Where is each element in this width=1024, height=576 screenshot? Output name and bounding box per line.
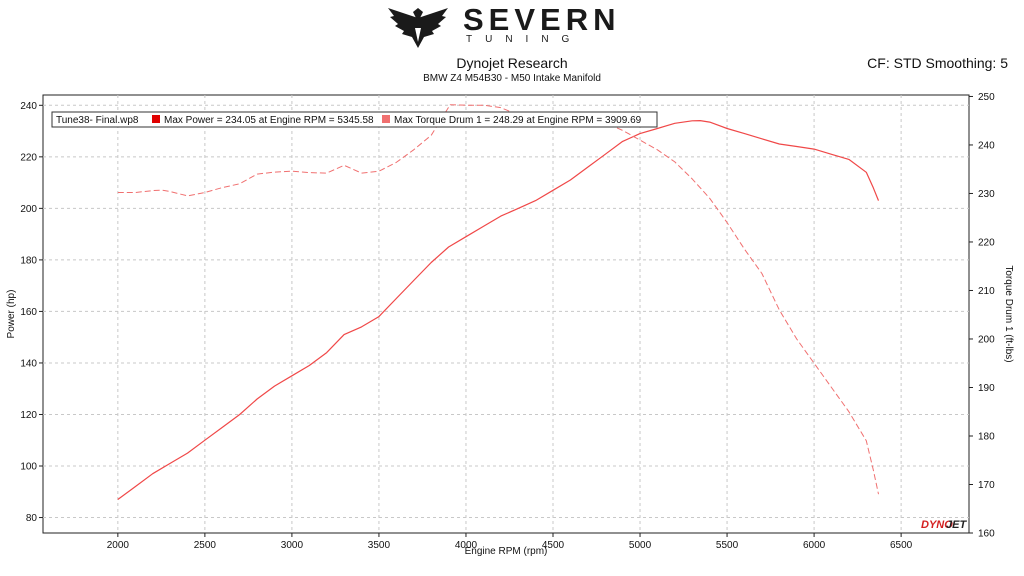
y-tick-label: 180 [20,255,37,266]
y2-tick-label: 210 [978,286,995,297]
x-tick-label: 2500 [194,540,217,551]
legend-power-swatch [152,115,160,123]
y-tick-label: 80 [26,513,38,524]
y2-axis-label: Torque Drum 1 (ft-lbs) [1003,265,1014,362]
x-tick-label: 6000 [803,540,826,551]
legend-torque-swatch [382,115,390,123]
y-tick-label: 240 [20,101,37,112]
x-tick-label: 6500 [890,540,913,551]
x-tick-label: 4500 [542,540,565,551]
y-tick-label: 120 [20,410,37,421]
y2-tick-label: 200 [978,334,995,345]
legend-max-torque: Max Torque Drum 1 = 248.29 at Engine RPM… [394,115,642,126]
x-tick-label: 5000 [629,540,652,551]
x-tick-label: 3000 [281,540,304,551]
y2-tick-label: 230 [978,189,995,200]
y2-tick-label: 180 [978,431,995,442]
y-tick-label: 160 [20,307,37,318]
y2-tick-label: 170 [978,480,995,491]
legend: Tune38- Final.wp8 Max Power = 234.05 at … [51,111,658,128]
y2-tick-label: 160 [978,529,995,540]
y2-tick-label: 220 [978,237,995,248]
x-tick-label: 5500 [716,540,739,551]
y2-tick-label: 240 [978,140,995,151]
x-axis-label: Engine RPM (rpm) [465,546,548,557]
y-axis-label: Power (hp) [6,290,17,339]
power-series-line [117,120,880,500]
brand-name: SEVERN [463,2,621,37]
dynojet-watermark: DYNO JET [921,519,967,531]
eagle-logo-icon [388,8,448,48]
correction-factor-text: CF: STD Smoothing: 5 [867,55,1008,71]
y2-tick-label: 250 [978,92,995,103]
y-tick-label: 100 [20,462,37,473]
y-tick-label: 200 [20,204,37,215]
y2-tick-label: 190 [978,383,995,394]
grid-lines [43,95,969,533]
x-tick-label: 2000 [107,540,130,551]
x-tick-label: 4000 [455,540,478,551]
legend-run-name: Tune38- Final.wp8 [56,115,139,126]
watermark-jet: JET [946,519,967,531]
legend-box [51,111,658,128]
axis-ticks: 2000 2500 3000 3500 4000 4500 5000 5500 6000 6500… [20,92,995,551]
series-layer [117,104,880,500]
brand-tagline: TUNING [466,34,583,45]
torque-series-line [117,104,879,495]
legend-max-power: Max Power = 234.05 at Engine RPM = 5345.… [164,115,374,126]
watermark-dyno: DYNO [921,519,953,531]
x-tick-label: 3500 [368,540,391,551]
brand-logo [386,4,638,50]
y-tick-label: 140 [20,358,37,369]
chart-subtitle: BMW Z4 M54B30 - M50 Intake Manifold [423,73,601,84]
plot-area [42,94,970,534]
chart-title: Dynojet Research [456,55,568,71]
y-tick-label: 220 [20,152,37,163]
